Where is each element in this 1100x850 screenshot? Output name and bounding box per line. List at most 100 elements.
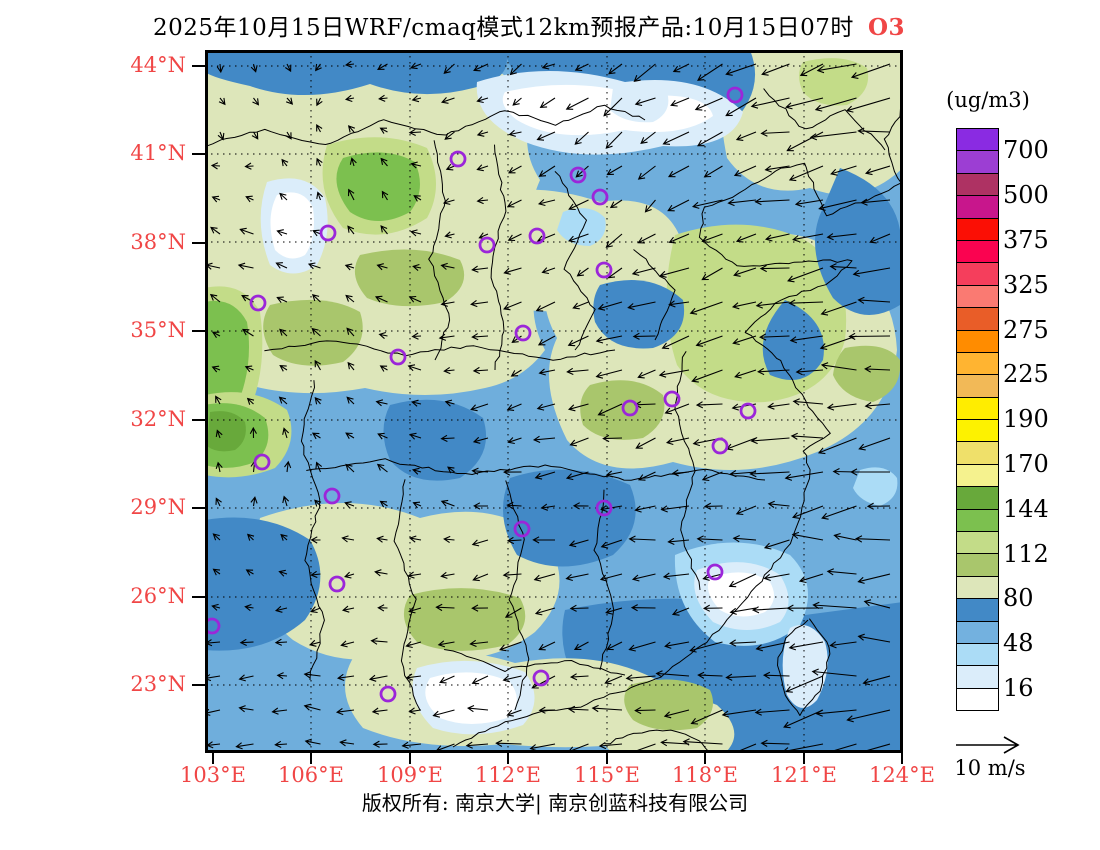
y-axis-tick bbox=[192, 330, 205, 332]
wind-reference-arrow bbox=[956, 736, 1020, 754]
colorbar-cell bbox=[957, 509, 998, 533]
colorbar-tick-label: 16 bbox=[1003, 674, 1034, 702]
y-axis-tick bbox=[192, 419, 205, 421]
y-axis-tick bbox=[192, 242, 205, 244]
x-axis-label: 124°E bbox=[869, 763, 935, 787]
y-axis-label: 44°N bbox=[130, 53, 186, 77]
colorbar-cell bbox=[957, 666, 998, 689]
y-axis-label: 23°N bbox=[130, 672, 186, 696]
colorbar-cell bbox=[957, 554, 998, 577]
x-axis-tick bbox=[409, 753, 411, 764]
colorbar-cell bbox=[957, 599, 998, 622]
y-axis-label: 35°N bbox=[130, 318, 186, 342]
city-marker bbox=[513, 520, 531, 538]
colorbar-cell bbox=[957, 173, 998, 197]
city-marker bbox=[319, 224, 337, 242]
colorbar-unit-label: (ug/m3) bbox=[946, 88, 1030, 112]
x-axis-label: 103°E bbox=[180, 763, 246, 787]
colorbar-cell bbox=[957, 464, 998, 488]
colorbar bbox=[956, 128, 999, 712]
colorbar-cell bbox=[957, 196, 998, 219]
latlon-gridlines bbox=[205, 50, 903, 753]
city-marker bbox=[323, 487, 341, 505]
x-axis-tick bbox=[212, 753, 214, 764]
city-marker bbox=[569, 166, 587, 184]
colorbar-cell bbox=[957, 375, 998, 398]
x-axis-label: 121°E bbox=[771, 763, 837, 787]
province-boundaries bbox=[206, 88, 903, 753]
colorbar-cell bbox=[957, 442, 998, 465]
city-marker bbox=[514, 324, 532, 342]
colorbar-cell bbox=[957, 397, 998, 421]
city-marker bbox=[528, 227, 546, 245]
city-marker bbox=[205, 617, 221, 635]
y-axis-label: 29°N bbox=[130, 495, 186, 519]
x-axis-label: 112°E bbox=[475, 763, 541, 787]
colorbar-cell bbox=[957, 532, 998, 555]
colorbar-cell bbox=[957, 352, 998, 376]
y-axis-tick bbox=[192, 684, 205, 686]
colorbar-cell bbox=[957, 129, 998, 152]
y-axis-tick bbox=[192, 65, 205, 67]
x-axis-tick bbox=[704, 753, 706, 764]
city-marker bbox=[711, 437, 729, 455]
city-marker bbox=[726, 86, 744, 104]
colorbar-tick-label: 225 bbox=[1003, 360, 1049, 389]
y-axis-tick bbox=[192, 507, 205, 509]
city-marker bbox=[739, 402, 757, 420]
city-markers bbox=[205, 86, 757, 703]
city-marker bbox=[253, 453, 271, 471]
wind-vector-arrows bbox=[205, 60, 891, 753]
city-marker bbox=[595, 261, 613, 279]
city-marker bbox=[478, 236, 496, 254]
y-axis-label: 26°N bbox=[130, 584, 186, 608]
colorbar-cell bbox=[957, 263, 998, 286]
page-title: 2025年10月15日WRF/cmaq模式12km预报产品:10月15日07时 O… bbox=[0, 8, 1058, 42]
colorbar-tick-label: 144 bbox=[1003, 494, 1049, 523]
y-axis-label: 32°N bbox=[130, 407, 186, 431]
x-axis-tick bbox=[310, 753, 312, 764]
city-marker bbox=[379, 685, 397, 703]
colorbar-cell bbox=[957, 487, 998, 510]
city-marker bbox=[706, 563, 724, 581]
x-axis-label: 118°E bbox=[672, 763, 738, 787]
colorbar-cell bbox=[957, 420, 998, 443]
x-axis-label: 115°E bbox=[574, 763, 640, 787]
city-marker bbox=[595, 499, 613, 517]
city-marker bbox=[328, 575, 346, 593]
colorbar-cell bbox=[957, 330, 998, 353]
colorbar-cell bbox=[957, 576, 998, 600]
y-axis-tick bbox=[192, 596, 205, 598]
colorbar-cell bbox=[957, 151, 998, 174]
colorbar-tick-label: 500 bbox=[1003, 181, 1049, 210]
y-axis-tick bbox=[192, 153, 205, 155]
colorbar-cell bbox=[957, 285, 998, 309]
y-axis-label: 38°N bbox=[130, 230, 186, 254]
map-border bbox=[205, 50, 903, 753]
x-axis-label: 106°E bbox=[278, 763, 344, 787]
city-marker bbox=[621, 399, 639, 417]
city-marker bbox=[663, 390, 681, 408]
copyright-text: 版权所有: 南京大学| 南京创蓝科技有限公司 bbox=[361, 791, 749, 815]
colorbar-tick-label: 48 bbox=[1003, 629, 1034, 658]
colorbar-cell bbox=[957, 308, 998, 331]
x-axis-tick bbox=[606, 753, 608, 764]
wind-reference-label: 10 m/s bbox=[954, 756, 1026, 780]
colorbar-tick-label: 80 bbox=[1003, 584, 1034, 613]
colorbar-tick-label: 700 bbox=[1003, 136, 1049, 165]
colorbar-cell bbox=[957, 240, 998, 264]
city-marker bbox=[389, 348, 407, 366]
colorbar-tick-label: 375 bbox=[1003, 226, 1049, 254]
city-marker bbox=[532, 669, 550, 687]
y-axis-label: 41°N bbox=[130, 141, 186, 165]
x-axis-tick bbox=[901, 753, 903, 764]
colorbar-tick-label: 325 bbox=[1003, 270, 1049, 299]
city-marker bbox=[449, 150, 467, 168]
colorbar-cell bbox=[957, 688, 998, 711]
colorbar-cell bbox=[957, 621, 998, 644]
city-marker bbox=[249, 294, 267, 312]
title-species: O3 bbox=[867, 14, 905, 41]
colorbar-tick-label: 190 bbox=[1003, 405, 1049, 434]
x-axis-tick bbox=[507, 753, 509, 764]
